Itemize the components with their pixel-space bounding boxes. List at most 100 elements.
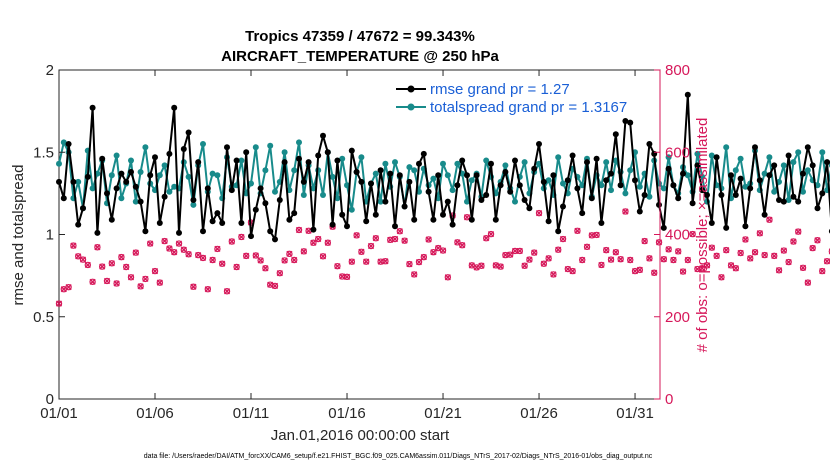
rmse-point — [593, 155, 600, 162]
obs-possible-marker — [483, 235, 490, 242]
obs-possible-marker — [310, 239, 317, 246]
obs-assimilated-marker — [790, 238, 797, 245]
obs-assimilated-marker — [799, 264, 807, 271]
obs-possible-marker — [574, 227, 581, 234]
rmse-point — [665, 165, 672, 172]
rmse-point — [536, 141, 542, 147]
obs-assimilated-marker — [286, 250, 293, 257]
totalspread-point — [358, 154, 365, 161]
rmse-point — [80, 205, 86, 212]
rmse-point — [632, 177, 638, 184]
obs-possible-marker — [487, 230, 495, 238]
rmse-point — [555, 228, 562, 235]
totalspread-point — [377, 198, 384, 205]
obs-assimilated-marker — [233, 263, 240, 271]
rmse-point — [569, 152, 576, 159]
obs-assimilated-marker — [742, 236, 749, 243]
obs-possible-marker — [675, 248, 682, 255]
obs-assimilated-marker — [694, 265, 701, 273]
rmse-point — [411, 216, 418, 223]
obs-possible-marker — [209, 256, 216, 264]
totalspread-point — [171, 183, 178, 190]
rmse-point — [176, 229, 182, 236]
totalspread-point — [627, 167, 634, 174]
totalspread-point — [56, 160, 62, 167]
rmse-point — [752, 144, 758, 151]
obs-assimilated-marker — [535, 210, 543, 217]
totalspread-point — [185, 173, 192, 180]
obs-assimilated-marker — [142, 275, 149, 283]
rmse-point — [670, 182, 677, 189]
obs-possible-marker — [598, 261, 605, 269]
obs-assimilated-marker — [363, 258, 370, 265]
obs-possible-marker — [406, 260, 413, 268]
obs-assimilated-marker — [209, 256, 216, 264]
totalspread-point — [272, 188, 278, 195]
obs-assimilated-marker — [99, 263, 106, 270]
y2-tick-label: 200 — [665, 309, 690, 326]
totalspread-point — [603, 159, 610, 166]
obs-possible-marker — [612, 248, 620, 256]
obs-possible-marker — [94, 244, 101, 251]
totalspread-point — [512, 198, 518, 205]
obs-assimilated-marker — [459, 242, 466, 249]
rmse-point — [771, 162, 778, 169]
obs-possible-marker — [617, 255, 624, 263]
totalspread-point — [214, 172, 221, 179]
rmse-point — [180, 146, 187, 152]
obs-possible-marker — [132, 249, 140, 256]
obs-assimilated-marker — [348, 258, 355, 265]
obs-assimilated-marker — [219, 260, 226, 267]
rmse-point — [123, 178, 130, 185]
obs-assimilated-marker — [391, 235, 399, 243]
chart-subtitle: AIRCRAFT_TEMPERATURE @ 250 hPa — [221, 48, 499, 65]
rmse-point — [276, 197, 283, 203]
rmse-point — [108, 216, 115, 223]
obs-possible-marker — [540, 260, 548, 267]
rmse-point — [622, 118, 629, 124]
obs-assimilated-marker — [588, 232, 595, 239]
rmse-point — [723, 224, 730, 231]
obs-possible-marker — [358, 248, 365, 255]
obs-assimilated-marker — [651, 269, 658, 276]
totalspread-point — [113, 152, 120, 159]
obs-assimilated-marker — [785, 258, 792, 266]
rmse-point — [262, 200, 269, 207]
obs-possible-marker — [660, 255, 668, 263]
obs-possible-marker — [795, 228, 802, 235]
rmse-point — [147, 172, 154, 179]
obs-assimilated-marker — [809, 244, 816, 252]
obs-possible-marker — [579, 256, 586, 264]
obs-assimilated-marker — [411, 271, 418, 278]
rmse-point — [267, 228, 274, 235]
rmse-point — [660, 224, 667, 231]
rmse-point — [675, 195, 682, 202]
obs-assimilated-marker — [300, 248, 307, 255]
x-axis-label: Jan.01,2016 00:00:00 start — [271, 427, 450, 444]
obs-assimilated-marker — [151, 268, 159, 275]
rmse-point — [334, 157, 341, 164]
obs-assimilated-marker — [531, 249, 538, 256]
rmse-point — [238, 220, 245, 226]
obs-possible-marker — [785, 258, 792, 266]
totalspread-point — [334, 195, 341, 202]
totalspread-point — [132, 198, 139, 205]
rmse-point — [219, 220, 226, 226]
obs-possible-marker — [708, 244, 716, 251]
rmse-point — [396, 172, 403, 179]
rmse-point — [507, 188, 514, 195]
totalspread-point — [267, 142, 274, 149]
rmse-point — [132, 183, 139, 190]
rmse-point — [761, 211, 768, 218]
rmse-point — [161, 193, 168, 200]
totalspread-point — [454, 160, 461, 167]
rmse-point — [785, 152, 792, 159]
obs-assimilated-marker — [257, 257, 264, 264]
rmse-point — [320, 132, 326, 139]
y-tick-label: 1 — [46, 227, 54, 244]
obs-possible-marker — [828, 248, 830, 254]
obs-assimilated-marker — [483, 235, 490, 242]
obs-possible-marker — [113, 280, 120, 287]
obs-assimilated-marker — [775, 267, 783, 274]
rmse-point — [382, 198, 389, 205]
